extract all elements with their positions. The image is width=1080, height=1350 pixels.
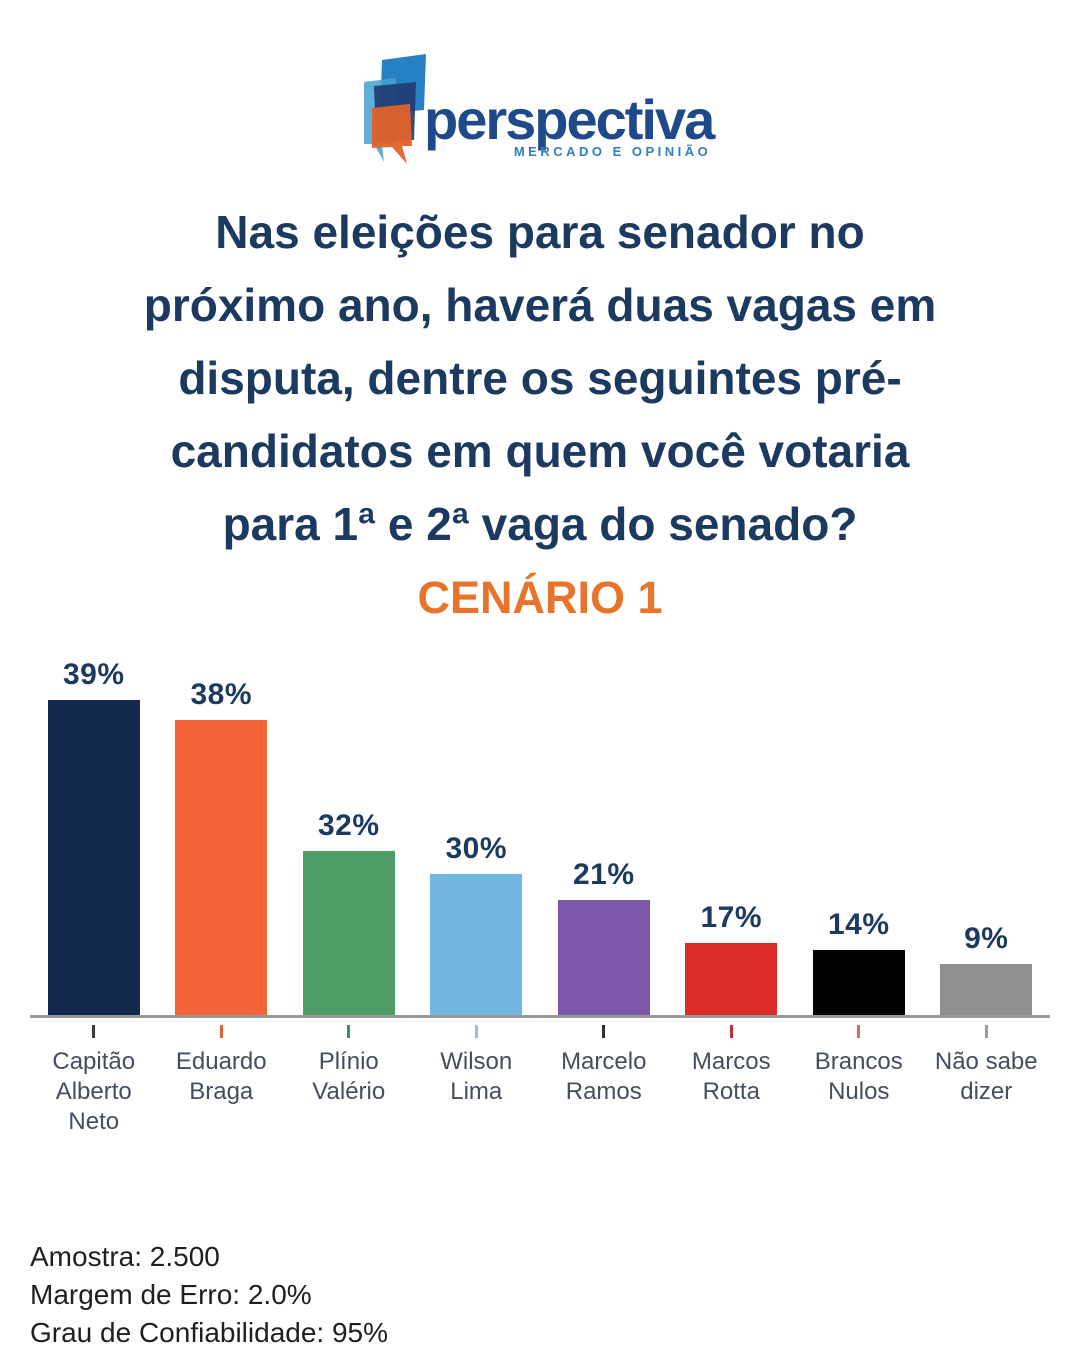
x-axis-category: Não sabe dizer bbox=[923, 1018, 1051, 1137]
x-axis-category: Marcelo Ramos bbox=[540, 1018, 668, 1137]
x-axis-category: Eduardo Braga bbox=[158, 1018, 286, 1137]
category-label-line: Não sabe bbox=[934, 1048, 1038, 1075]
bar bbox=[430, 874, 523, 1015]
x-axis-category: Capitão Alberto Neto bbox=[30, 1018, 158, 1137]
logo-text: perspectiva MERCADO E OPINIÃO bbox=[424, 52, 715, 166]
margin-of-error-note: Margem de Erro: 2.0% bbox=[30, 1279, 312, 1310]
category-label-line: Marcos bbox=[691, 1048, 771, 1075]
bar-column: 14% bbox=[795, 908, 923, 1015]
category-label-line: Lima bbox=[450, 1078, 503, 1105]
confidence-level-note: Grau de Confiabilidade: 95% bbox=[30, 1317, 389, 1348]
category-label-line: Capitão bbox=[52, 1048, 136, 1075]
bar-value-label: 38% bbox=[190, 678, 253, 711]
bar bbox=[175, 720, 268, 1015]
x-axis-category: Wilson Lima bbox=[413, 1018, 541, 1137]
category-label: Brancos Nulos bbox=[795, 1047, 923, 1107]
bar bbox=[940, 964, 1033, 1015]
category-label-line: Eduardo bbox=[175, 1048, 267, 1075]
scenario-heading: CENÁRIO 1 bbox=[417, 572, 663, 623]
bar-value-label: 21% bbox=[572, 858, 635, 891]
bar-value-label: 17% bbox=[700, 901, 763, 934]
category-label-line: Valério bbox=[312, 1078, 386, 1105]
x-axis-category: Marcos Rotta bbox=[668, 1018, 796, 1137]
category-label: Marcelo Ramos bbox=[540, 1047, 668, 1107]
logo-wordmark: perspectiva bbox=[424, 88, 715, 151]
question-line-5: para 1ª e 2ª vaga do senado? bbox=[222, 498, 858, 550]
category-label-line: Wilson bbox=[440, 1048, 513, 1075]
bar-chart: 39% 38% 32% 30% 21% 17% 14% 9% Capitão Alberto Ne… bbox=[30, 648, 1050, 1137]
question-line-2: próximo ano, haverá duas vagas em bbox=[143, 279, 937, 331]
axis-tick bbox=[602, 1025, 606, 1038]
axis-tick bbox=[92, 1025, 96, 1038]
bar bbox=[47, 700, 140, 1015]
bar-value-label: 9% bbox=[964, 922, 1009, 955]
question-line-3: disputa, dentre os seguintes pré- bbox=[178, 352, 902, 404]
category-label-line: Marcelo bbox=[561, 1048, 647, 1075]
category-label-line: Nulos bbox=[828, 1078, 890, 1105]
question-line-4: candidatos em quem você votaria bbox=[170, 425, 910, 477]
category-label: Eduardo Braga bbox=[158, 1047, 286, 1107]
bar bbox=[557, 900, 650, 1015]
axis-tick bbox=[984, 1025, 988, 1038]
category-label-line: Brancos bbox=[814, 1048, 903, 1075]
category-label: Wilson Lima bbox=[413, 1047, 541, 1107]
bar-column: 17% bbox=[668, 901, 796, 1015]
axis-tick bbox=[857, 1025, 861, 1038]
bar-column: 32% bbox=[285, 809, 413, 1015]
category-label-line: Rotta bbox=[702, 1078, 760, 1105]
category-label: Plínio Valério bbox=[285, 1047, 413, 1107]
bar-column: 9% bbox=[923, 922, 1051, 1015]
bar-column: 38% bbox=[158, 678, 286, 1015]
bar-column: 30% bbox=[413, 832, 541, 1015]
sample-size-note: Amostra: 2.500 bbox=[30, 1241, 220, 1272]
category-label-line: Alberto bbox=[55, 1078, 132, 1105]
x-axis-category: Brancos Nulos bbox=[795, 1018, 923, 1137]
question-line-1: Nas eleições para senador no bbox=[215, 206, 865, 258]
category-label: Marcos Rotta bbox=[668, 1047, 796, 1107]
category-label: Não sabe dizer bbox=[923, 1047, 1051, 1107]
bar bbox=[812, 950, 905, 1015]
speech-bubbles-logo-icon bbox=[364, 54, 426, 164]
category-label-line: Ramos bbox=[565, 1078, 642, 1105]
axis-tick bbox=[729, 1025, 733, 1038]
bar-column: 21% bbox=[540, 858, 668, 1015]
logo-tagline: MERCADO E OPINIÃO bbox=[513, 144, 712, 159]
category-label-line: Braga bbox=[189, 1078, 254, 1105]
bar-column: 39% bbox=[30, 658, 158, 1015]
axis-tick bbox=[474, 1025, 478, 1038]
bar-value-label: 39% bbox=[62, 658, 125, 691]
chart-plot-area: 39% 38% 32% 30% 21% 17% 14% 9% bbox=[30, 648, 1050, 1018]
bar-value-label: 14% bbox=[827, 908, 890, 941]
methodology-notes: Amostra: 2.500 Margem de Erro: 2.0% Grau… bbox=[30, 1238, 388, 1350]
axis-tick bbox=[347, 1025, 351, 1038]
chart-x-axis: Capitão Alberto Neto Eduardo Braga Plínio Valé… bbox=[30, 1018, 1050, 1137]
x-axis-category: Plínio Valério bbox=[285, 1018, 413, 1137]
category-label-line: dizer bbox=[960, 1078, 1013, 1105]
bar-value-label: 32% bbox=[317, 809, 380, 842]
bar bbox=[685, 943, 778, 1015]
perspectiva-logo: perspectiva MERCADO E OPINIÃO bbox=[362, 52, 715, 166]
poll-question: Nas eleições para senador no próximo ano… bbox=[50, 196, 1030, 561]
category-label-line: Neto bbox=[68, 1108, 120, 1135]
bar-value-label: 30% bbox=[445, 832, 508, 865]
bar bbox=[302, 851, 395, 1015]
category-label-line: Plínio bbox=[318, 1048, 379, 1075]
axis-tick bbox=[219, 1025, 223, 1038]
category-label: Capitão Alberto Neto bbox=[30, 1047, 158, 1137]
